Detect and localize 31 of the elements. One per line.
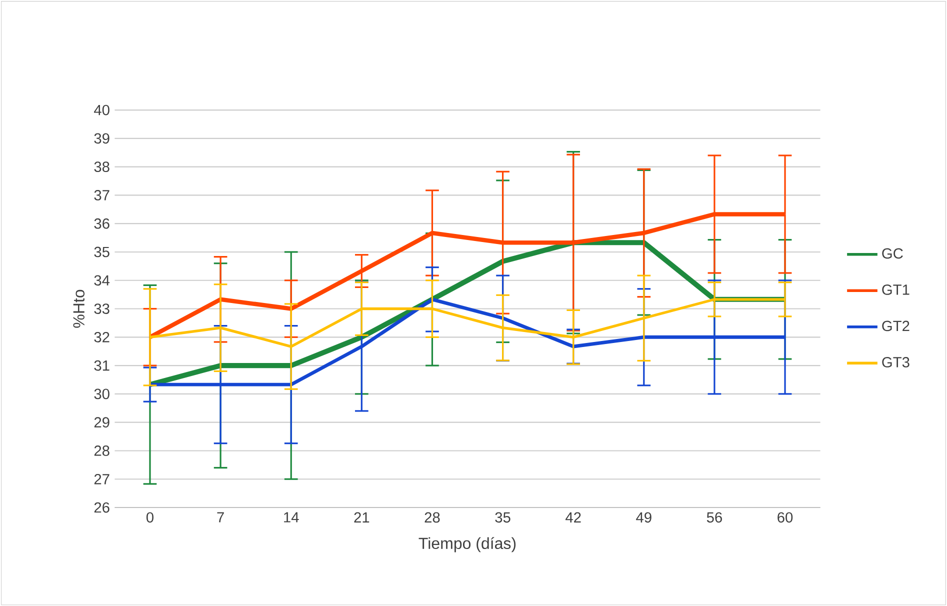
- legend-label: GT1: [882, 284, 910, 295]
- legend-label: GC: [882, 248, 903, 259]
- x-tick-label: 21: [354, 512, 370, 522]
- y-tick-label: 26: [94, 502, 110, 513]
- x-axis-title: Tiempo (días): [418, 537, 516, 552]
- y-tick-label: 38: [94, 162, 110, 172]
- y-tick-label: 27: [94, 474, 110, 484]
- y-tick-label: 35: [94, 246, 110, 258]
- y-tick-label: 31: [94, 360, 110, 371]
- x-tick-label: 35: [495, 512, 510, 523]
- y-tick-label: 34: [94, 275, 110, 286]
- y-tick-label: 32: [94, 332, 110, 342]
- x-tick-label: 49: [636, 512, 652, 523]
- x-tick-label: 28: [424, 512, 440, 523]
- y-tick-label: 29: [94, 417, 110, 428]
- x-tick-label: 14: [284, 512, 299, 522]
- x-tick-label: 60: [778, 512, 793, 523]
- x-tick-label: 56: [706, 512, 722, 523]
- y-tick-label: 30: [94, 388, 110, 400]
- x-tick-label: 7: [217, 512, 224, 522]
- x-tick-label: 0: [146, 512, 154, 523]
- x-tick-label: 42: [566, 512, 581, 522]
- y-axis-title: %Hto: [73, 290, 85, 328]
- y-tick-label: 36: [94, 218, 110, 229]
- y-tick-label: 39: [94, 133, 110, 144]
- legend-label: GT3: [882, 356, 910, 368]
- y-tick-label: 28: [94, 445, 110, 456]
- y-tick-label: 33: [94, 303, 110, 314]
- y-tick-label: 40: [94, 104, 110, 116]
- legend-label: GT2: [882, 320, 910, 332]
- y-tick-label: 37: [94, 190, 110, 200]
